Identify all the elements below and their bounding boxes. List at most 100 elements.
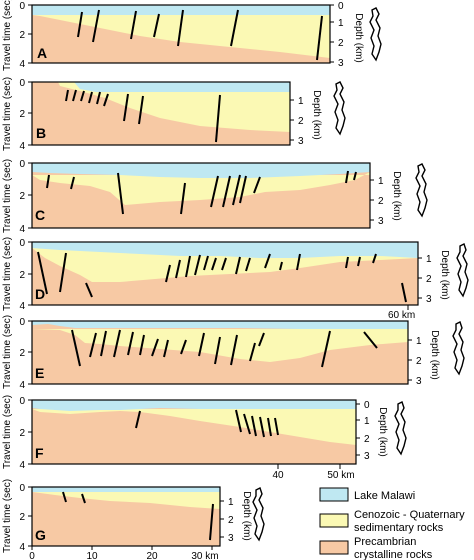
fault-line bbox=[372, 253, 377, 264]
panel-f-time-label: Travel time (sec) bbox=[2, 395, 13, 469]
fault-line bbox=[117, 172, 124, 215]
panel-a-time-tick: 2 bbox=[19, 30, 25, 41]
panel-a-time-tick: 0 bbox=[19, 1, 25, 12]
panel-c: C 0 2 4 1 2 3 Depth (km) bbox=[19, 159, 428, 235]
fault-line bbox=[37, 251, 48, 295]
fault-line bbox=[138, 95, 144, 125]
fault-line bbox=[100, 330, 107, 357]
fault-line bbox=[198, 332, 205, 357]
legend-swatch-sediment bbox=[319, 513, 349, 528]
fault-line bbox=[92, 9, 100, 43]
panel-e-letter: E bbox=[35, 365, 44, 381]
fault-line bbox=[279, 261, 283, 271]
panel-b-depth-tick: 3 bbox=[298, 136, 304, 147]
panel-a-time-tick: 4 bbox=[19, 59, 25, 70]
panel-f-time-tick: 2 bbox=[19, 428, 25, 439]
panel-f-time-tick: 4 bbox=[19, 460, 25, 471]
panel-g-lake bbox=[32, 487, 220, 492]
panel-f-depth-tick: 3 bbox=[364, 451, 370, 462]
fault-line bbox=[81, 493, 86, 504]
fault-line bbox=[215, 94, 221, 143]
panel-g-scale-label: 30 km bbox=[191, 551, 218, 560]
legend-label-lake: Lake Malawi bbox=[354, 490, 415, 502]
panel-d: D 0 2 4 1 2 3 Depth (km) 60 km bbox=[19, 238, 469, 321]
fault-line bbox=[139, 334, 145, 356]
fault-line bbox=[235, 256, 241, 275]
panel-d-time-tick: 4 bbox=[19, 301, 25, 312]
panel-f-scale-label: 40 bbox=[272, 470, 284, 481]
fault-line bbox=[77, 11, 83, 38]
fault-line bbox=[203, 255, 209, 271]
panel-f-depth-label: Depth (km) bbox=[377, 407, 388, 456]
panel-g-depth-label: Depth (km) bbox=[241, 491, 252, 540]
fault-line bbox=[259, 416, 265, 438]
panel-g-depth-tick: 2 bbox=[228, 515, 234, 526]
fault-line bbox=[96, 91, 101, 105]
panel-g-depth-tick: 1 bbox=[228, 497, 234, 508]
fault-line bbox=[232, 174, 241, 206]
fault-line bbox=[222, 175, 231, 208]
panel-d-depth-tick: 3 bbox=[426, 294, 432, 305]
panel-a-depth-tick: 2 bbox=[338, 38, 344, 49]
fault-line bbox=[153, 13, 160, 38]
legend-label-sediment: Cenozoic - Quaternary sedimentary rocks bbox=[354, 509, 468, 534]
panel-c-lake-map-icon bbox=[415, 163, 428, 218]
fault-line bbox=[210, 175, 219, 208]
fault-line bbox=[175, 259, 181, 279]
fault-line bbox=[239, 175, 247, 204]
panel-b-time-tick: 0 bbox=[19, 78, 25, 89]
fault-line bbox=[249, 342, 256, 362]
panel-c-sediment bbox=[32, 172, 370, 205]
fault-line bbox=[230, 9, 239, 47]
panel-g-scale-label: 10 bbox=[86, 551, 98, 560]
panel-f-scale-label: 50 km bbox=[327, 470, 354, 481]
panel-a-sediment bbox=[32, 15, 330, 58]
fault-line bbox=[274, 417, 279, 436]
panel-c-time-tick: 4 bbox=[19, 224, 25, 235]
panel-a-faults bbox=[77, 9, 323, 61]
panel-e-faults bbox=[71, 329, 378, 368]
fault-line bbox=[251, 415, 257, 437]
panel-b-sediment bbox=[58, 82, 290, 132]
fault-line bbox=[296, 253, 301, 271]
panel-d-time-tick: 2 bbox=[19, 270, 25, 281]
fault-line bbox=[258, 332, 265, 347]
fault-line bbox=[70, 176, 75, 190]
panel-b-lake bbox=[74, 82, 290, 92]
panel-d-time-tick: 0 bbox=[19, 238, 25, 249]
panel-g-time-tick: 2 bbox=[19, 512, 25, 523]
fault-line bbox=[72, 89, 77, 102]
panel-g-lake-map-icon bbox=[252, 487, 265, 542]
panel-a-time-label: Travel time (sec) bbox=[2, 0, 13, 71]
panel-d-time-label: Travel time (sec) bbox=[2, 237, 13, 311]
fault-line bbox=[316, 15, 323, 61]
panel-c-lake bbox=[32, 163, 370, 178]
panel-d-depth-tick: 1 bbox=[426, 254, 432, 265]
fault-line bbox=[353, 171, 357, 181]
panel-d-faults bbox=[37, 251, 407, 303]
panel-a-time-ticks bbox=[28, 4, 32, 64]
fault-line bbox=[130, 10, 137, 40]
panel-e-time-tick: 2 bbox=[19, 348, 25, 359]
fault-line bbox=[345, 256, 349, 269]
panel-a-lake-map-icon bbox=[369, 7, 382, 62]
fault-line bbox=[177, 9, 184, 47]
panel-e-depth-tick: 1 bbox=[416, 336, 422, 347]
fault-line bbox=[103, 93, 109, 107]
fault-line bbox=[214, 336, 221, 365]
panel-b-time-label: Travel time (sec) bbox=[2, 77, 13, 151]
panel-a-depth-tick: 3 bbox=[338, 58, 344, 69]
panel-f-depth-tick: 2 bbox=[364, 434, 370, 445]
panel-g-time-label: Travel time (sec) bbox=[2, 479, 13, 553]
fault-line bbox=[163, 339, 169, 358]
panel-e-time-tick: 0 bbox=[19, 317, 25, 328]
fault-line bbox=[85, 282, 93, 298]
panel-b-depth-tick: 2 bbox=[298, 116, 304, 127]
fault-line bbox=[345, 170, 349, 184]
fault-line bbox=[80, 90, 85, 102]
legend-label-basement: Precambrian crystalline rocks bbox=[354, 536, 433, 560]
panel-e-time-label: Travel time (sec) bbox=[2, 315, 13, 389]
panel-c-time-tick: 2 bbox=[19, 191, 25, 202]
panel-d-lake bbox=[32, 242, 418, 258]
panel-b-letter: B bbox=[36, 125, 46, 141]
